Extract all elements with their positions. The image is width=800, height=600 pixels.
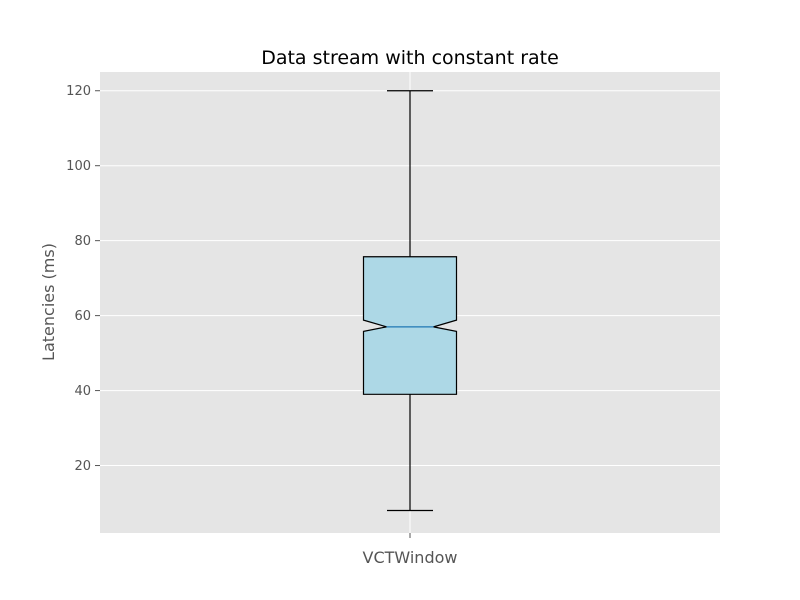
y-tick-label: 40: [74, 384, 91, 399]
chart-title: Data stream with constant rate: [261, 47, 559, 69]
box-layer: [362, 90, 458, 512]
y-tick-label: 120: [66, 84, 91, 99]
notched-box: [362, 256, 458, 395]
y-axis-ticks: VCTWindow 20 40 60 80 100 120: [66, 84, 457, 567]
y-tick-label: 60: [74, 309, 91, 324]
y-tick-label: 100: [66, 159, 91, 174]
y-tick-label: 20: [74, 459, 91, 474]
x-category-label: VCTWindow: [363, 548, 458, 567]
y-axis-label: Latencies (ms): [39, 243, 58, 361]
y-tick-label: 80: [74, 234, 91, 249]
